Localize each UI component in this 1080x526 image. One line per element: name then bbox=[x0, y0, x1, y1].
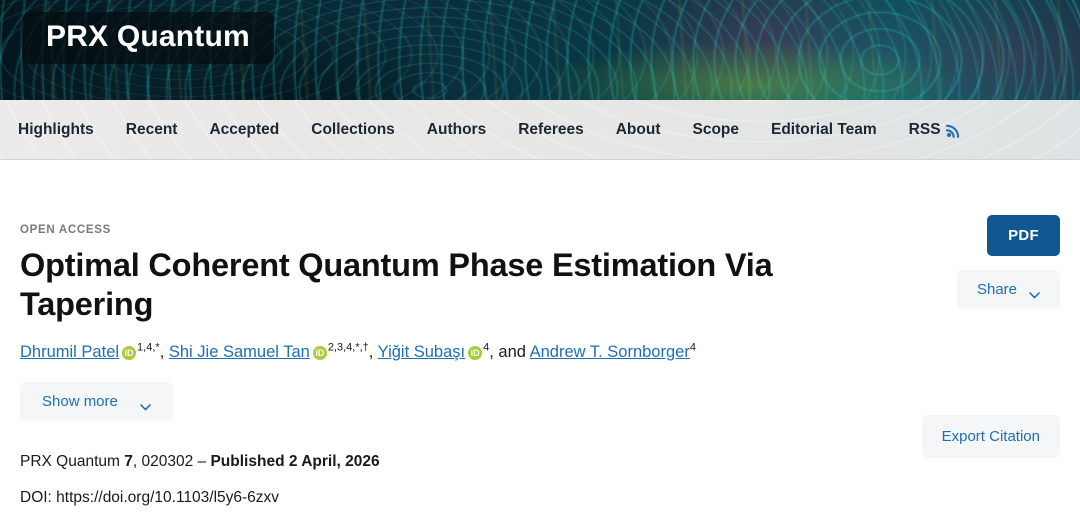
journal-banner: PRX Quantum bbox=[0, 0, 1080, 100]
author-conjunction: , and bbox=[489, 343, 530, 361]
author-list: Dhrumil Patel iD 1,4,*, Shi Jie Samuel Tan… bbox=[20, 340, 920, 364]
nav-item-about[interactable]: About bbox=[616, 121, 661, 139]
share-button[interactable]: Share bbox=[956, 270, 1060, 309]
show-more-button[interactable]: Show more bbox=[20, 382, 173, 421]
nav-item-referees[interactable]: Referees bbox=[518, 121, 584, 139]
citation-article-number: , 020302 bbox=[132, 453, 198, 470]
main-navigation: Highlights Recent Accepted Collections A… bbox=[0, 100, 1080, 160]
journal-logo-text: PRX Quantum bbox=[46, 20, 250, 53]
author-affiliations-1: 2,3,4,*,† bbox=[327, 341, 369, 354]
author-sep-1: , bbox=[368, 343, 378, 361]
author-sep-0: , bbox=[159, 343, 169, 361]
author-link-2[interactable]: Yiğit Subaşı bbox=[377, 343, 466, 361]
nav-item-editorial-team[interactable]: Editorial Team bbox=[771, 121, 877, 139]
nav-label: About bbox=[615, 120, 661, 138]
nav-item-recent[interactable]: Recent bbox=[126, 121, 178, 139]
nav-label: Highlights bbox=[18, 120, 94, 138]
chevron-down-icon bbox=[1029, 286, 1040, 299]
nav-label: Accepted bbox=[209, 120, 280, 138]
export-citation-button[interactable]: Export Citation bbox=[921, 415, 1060, 458]
citation-dash: – bbox=[197, 453, 211, 470]
pdf-button[interactable]: PDF bbox=[987, 215, 1060, 256]
orcid-icon[interactable]: iD bbox=[312, 346, 327, 360]
nav-label: Referees bbox=[518, 120, 584, 138]
nav-label: RSS bbox=[908, 120, 941, 138]
nav-item-accepted[interactable]: Accepted bbox=[209, 121, 279, 139]
nav-item-rss[interactable]: RSS bbox=[909, 121, 961, 139]
citation-published: Published 2 April, 2026 bbox=[210, 453, 380, 470]
orcid-icon[interactable]: iD bbox=[468, 346, 483, 360]
nav-label: Scope bbox=[692, 120, 739, 138]
open-access-badge: OPEN ACCESS bbox=[20, 224, 111, 236]
nav-label: Collections bbox=[311, 120, 395, 138]
journal-logo[interactable]: PRX Quantum bbox=[22, 12, 274, 64]
chevron-down-icon bbox=[140, 398, 151, 411]
author-link-0[interactable]: Dhrumil Patel bbox=[20, 343, 120, 361]
nav-label: Editorial Team bbox=[771, 120, 877, 138]
banner-glow bbox=[540, 40, 960, 100]
citation-volume: 7 bbox=[124, 453, 133, 470]
nav-item-highlights[interactable]: Highlights bbox=[18, 121, 94, 139]
show-more-label: Show more bbox=[42, 393, 118, 410]
author-link-1[interactable]: Shi Jie Samuel Tan bbox=[168, 343, 310, 361]
author-link-3[interactable]: Andrew T. Sornborger bbox=[529, 343, 690, 361]
citation-journal: PRX Quantum bbox=[20, 453, 125, 470]
page-title: Optimal Coherent Quantum Phase Estimatio… bbox=[20, 247, 773, 322]
nav-item-collections[interactable]: Collections bbox=[311, 121, 395, 139]
nav-item-authors[interactable]: Authors bbox=[427, 121, 486, 139]
article-main-column: OPEN ACCESS Optimal Coherent Quantum Pha… bbox=[20, 160, 920, 507]
rss-icon bbox=[945, 123, 961, 138]
citation-line: PRX Quantum 7, 020302 – Published 2 Apri… bbox=[20, 451, 920, 473]
article-content: OPEN ACCESS Optimal Coherent Quantum Pha… bbox=[0, 160, 1080, 507]
author-affiliations-3: 4 bbox=[689, 341, 696, 354]
nav-items-container: Highlights Recent Accepted Collections A… bbox=[0, 121, 961, 139]
article-side-column: PDF Share Export Citation bbox=[920, 160, 1060, 458]
nav-label: Recent bbox=[125, 120, 178, 138]
author-affiliations-0: 1,4,* bbox=[137, 341, 160, 354]
doi-line: DOI: https://doi.org/10.1103/l5y6-6zxv bbox=[20, 489, 280, 506]
nav-label: Authors bbox=[426, 120, 487, 138]
share-label: Share bbox=[976, 281, 1017, 298]
orcid-icon[interactable]: iD bbox=[122, 346, 137, 360]
article-row: OPEN ACCESS Optimal Coherent Quantum Pha… bbox=[20, 160, 1060, 507]
author-affiliations-2: 4 bbox=[483, 341, 490, 354]
nav-item-scope[interactable]: Scope bbox=[692, 121, 739, 139]
